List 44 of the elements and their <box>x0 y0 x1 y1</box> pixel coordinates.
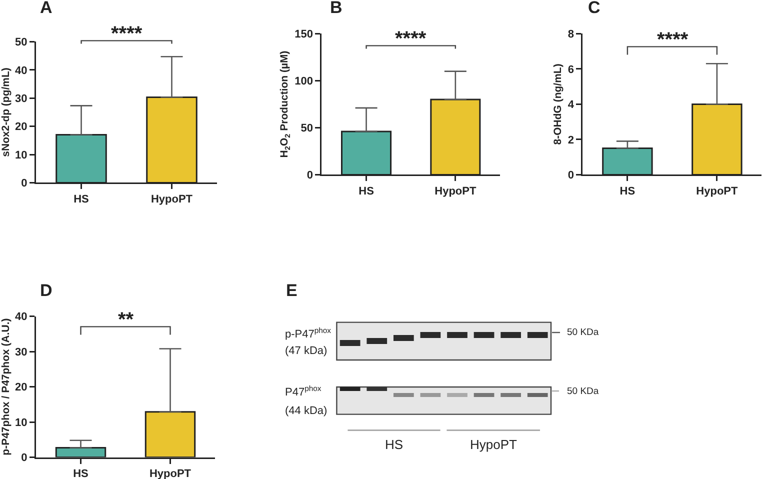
y-tick-label: 0 <box>21 452 28 464</box>
x-tick-label: HypoPT <box>434 185 476 198</box>
y-tick-label: 6 <box>568 64 574 76</box>
y-tick-label: 30 <box>15 346 28 358</box>
y-axis-title: p-P47phox / P47phox (A.U.) <box>0 318 12 456</box>
y-tick-label: 10 <box>15 149 28 162</box>
x-tick-label: HS <box>620 185 636 198</box>
text: E <box>286 281 298 300</box>
text: p-P47$^{phox}$ <box>285 326 332 341</box>
y-tick-label: 100 <box>294 76 313 88</box>
y-tick-label: 10 <box>15 416 28 429</box>
text: 50 KDa <box>567 386 600 397</box>
y-tick-label: 8 <box>568 28 574 41</box>
y-tick-label: 40 <box>15 64 28 77</box>
text: HS <box>385 437 404 452</box>
chart-title: C <box>588 0 600 17</box>
y-tick-label: 20 <box>15 121 28 134</box>
y-tick-label: 0 <box>306 170 313 182</box>
y-tick-label: 20 <box>15 382 28 394</box>
y-axis-title: sNox2-dp (pg/mL) <box>0 68 12 157</box>
y-tick-label: 30 <box>15 92 28 105</box>
text: (47 kDa) <box>285 345 328 357</box>
annotation: **** <box>395 28 426 50</box>
y-tick-label: 2 <box>568 134 574 146</box>
y-tick-label: 0 <box>21 178 28 190</box>
chart-title: D <box>40 281 52 300</box>
text: P47$^{phox}$ <box>285 384 322 399</box>
y-axis-title: 8-OHdG (ng/mL) <box>552 64 564 145</box>
y-tick-label: 0 <box>568 170 574 182</box>
y-tick-label: 50 <box>15 36 28 49</box>
y-tick-label: 40 <box>15 311 28 324</box>
annotation: **** <box>657 29 688 51</box>
chart-title: B <box>330 0 342 17</box>
annotation: **** <box>111 23 142 45</box>
chart-title: A <box>40 0 52 17</box>
text: HypoPT <box>470 437 518 452</box>
x-tick-label: HS <box>358 185 374 198</box>
x-tick-label: HypoPT <box>696 185 738 198</box>
y-tick-label: 150 <box>294 28 313 41</box>
y-tick-label: 50 <box>300 122 313 135</box>
annotation: ** <box>118 309 134 331</box>
y-tick-label: 4 <box>568 99 575 112</box>
text: (44 kDa) <box>285 405 328 417</box>
text: 50 KDa <box>567 327 600 338</box>
